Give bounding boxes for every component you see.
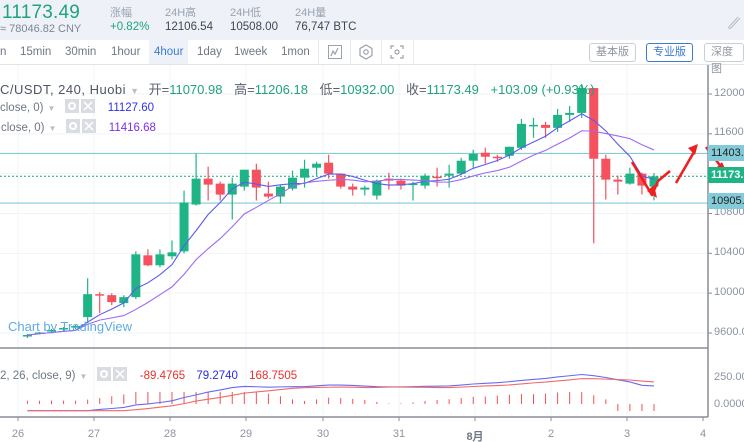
price-axis-label: 10000. xyxy=(714,286,744,298)
last-price: 11173.49 xyxy=(2,2,81,23)
high-stat: 24H高 12106.54 xyxy=(165,4,213,33)
gear-icon[interactable] xyxy=(64,99,79,113)
toolbar-divider xyxy=(381,40,382,64)
high-label: 24H高 xyxy=(165,7,197,19)
volume-label: 24H量 xyxy=(295,7,327,19)
basic-version-button[interactable]: 基本版 xyxy=(589,43,636,62)
ma2-value: 11416.68 xyxy=(108,122,156,134)
cny-equivalent: ≈ 78046.82 CNY xyxy=(0,23,82,35)
close-icon[interactable] xyxy=(112,367,127,381)
macd-signal-value: 168.7505 xyxy=(249,370,298,382)
change-value: +0.82% xyxy=(110,21,150,33)
close-icon[interactable] xyxy=(80,99,95,113)
fullscreen-icon[interactable] xyxy=(389,44,405,60)
macd-axis-label: 0.0000 xyxy=(714,398,744,410)
low-value: 10932.00 xyxy=(340,82,395,97)
price-axis-label: 10400. xyxy=(714,246,744,258)
close-value: 11173.49 xyxy=(426,82,479,97)
indicator-chart-icon[interactable] xyxy=(327,44,343,60)
macd-hist-value: -89.4765 xyxy=(139,370,186,382)
date-axis-label: 26 xyxy=(11,428,25,440)
volume-value: 76,747 BTC xyxy=(295,21,357,33)
settings-hex-icon[interactable] xyxy=(358,44,374,60)
macd-label[interactable]: 2, 26, close, 9) xyxy=(0,370,76,382)
ticker-header: 11173.49 ≈ 78046.82 CNY 涨幅 +0.82% 24H高 1… xyxy=(0,0,744,40)
toolbar-divider xyxy=(350,40,351,64)
chart-canvas[interactable] xyxy=(0,65,744,442)
chart-toolbar: n 15min 30min 1hour 4hour 1day 1week 1mo… xyxy=(0,40,744,75)
macd-line-value: 79.2740 xyxy=(196,370,238,382)
date-axis-label: 30 xyxy=(316,428,330,440)
lower-line-price-tag: 10905. xyxy=(708,193,744,209)
ma1-legend: close, 0) ▼ 11127.60 xyxy=(0,99,154,114)
change-stat: 涨幅 +0.82% xyxy=(110,4,149,33)
chevron-down-icon[interactable]: ▼ xyxy=(79,372,88,381)
date-axis-label: 31 xyxy=(392,428,406,440)
interval-15min[interactable]: 15min xyxy=(20,46,52,58)
macd-legend: 2, 26, close, 9) ▼ -89.4765 79.2740 168.7… xyxy=(0,367,297,382)
price-axis-label: 9600.0 xyxy=(714,326,744,338)
symbol-label[interactable]: C/USDT, 240, Huobi xyxy=(0,82,127,97)
date-axis-label: 4 xyxy=(699,428,707,440)
change-label: 涨幅 xyxy=(110,7,132,19)
price-axis-label: 12000. xyxy=(714,87,744,99)
date-axis-label: 8月 xyxy=(466,431,484,442)
high-value: 12106.54 xyxy=(165,21,213,33)
ma1-label[interactable]: close, 0) xyxy=(0,102,44,114)
chevron-down-icon[interactable]: ▼ xyxy=(130,86,139,96)
ma1-value: 11127.60 xyxy=(107,102,155,114)
open-label: 开= xyxy=(148,82,170,97)
interval-1hour[interactable]: 1hour xyxy=(111,46,141,58)
pro-version-button[interactable]: 专业版 xyxy=(646,43,693,62)
interval-30min[interactable]: 30min xyxy=(65,46,97,58)
low-label: 24H低 xyxy=(230,7,262,19)
date-axis-label: 28 xyxy=(163,428,177,440)
gear-icon[interactable] xyxy=(65,119,80,133)
date-axis-label: 2 xyxy=(547,428,555,440)
current-price-tag: 11173. xyxy=(708,167,744,183)
tradingview-watermark[interactable]: Chart by TradingView xyxy=(8,319,133,334)
depth-chart-button[interactable]: 深度图 xyxy=(704,43,744,75)
interval-partial[interactable]: n xyxy=(0,46,7,58)
toolbar-divider xyxy=(318,40,319,64)
symbol-legend: C/USDT, 240, Huobi ▼ 开=11070.98 高=11206.1… xyxy=(0,79,603,98)
change-value: +103.09 (+0.93%) xyxy=(490,82,595,97)
macd-axis-label: 250.00 xyxy=(714,371,744,383)
volume-stat: 24H量 76,747 BTC xyxy=(295,4,356,33)
pen-icon[interactable] xyxy=(726,14,742,30)
interval-4hour[interactable]: 4hour xyxy=(149,40,189,64)
high-label: 高= xyxy=(234,82,255,97)
date-axis-label: 27 xyxy=(87,428,101,440)
chevron-down-icon[interactable]: ▼ xyxy=(47,104,56,113)
interval-1week[interactable]: 1week xyxy=(234,46,268,58)
chevron-down-icon[interactable]: ▼ xyxy=(48,124,57,133)
low-label: 低= xyxy=(319,82,341,97)
interval-1mon[interactable]: 1mon xyxy=(281,46,310,58)
price-axis-label: 11600. xyxy=(714,126,744,138)
ma2-label[interactable]: close, 0) xyxy=(1,122,45,134)
low-value: 10508.00 xyxy=(230,21,278,33)
open-value: 11070.98 xyxy=(169,82,223,97)
ma2-legend: close, 0) ▼ 11416.68 xyxy=(1,119,156,134)
price-axis-label: 10800. xyxy=(714,206,744,218)
interval-1day[interactable]: 1day xyxy=(197,46,222,58)
low-stat: 24H低 10508.00 xyxy=(230,4,278,33)
close-icon[interactable] xyxy=(81,119,96,133)
gear-icon[interactable] xyxy=(96,367,111,381)
date-axis-label: 3 xyxy=(623,428,631,440)
upper-line-price-tag: 11403. xyxy=(708,145,744,161)
date-axis-label: 29 xyxy=(239,428,253,440)
close-label: 收= xyxy=(406,82,427,97)
high-value: 11206.18 xyxy=(254,82,308,97)
candlestick-chart[interactable]: C/USDT, 240, Huobi ▼ 开=11070.98 高=11206.1… xyxy=(0,65,744,442)
toolbar-divider xyxy=(413,40,414,64)
